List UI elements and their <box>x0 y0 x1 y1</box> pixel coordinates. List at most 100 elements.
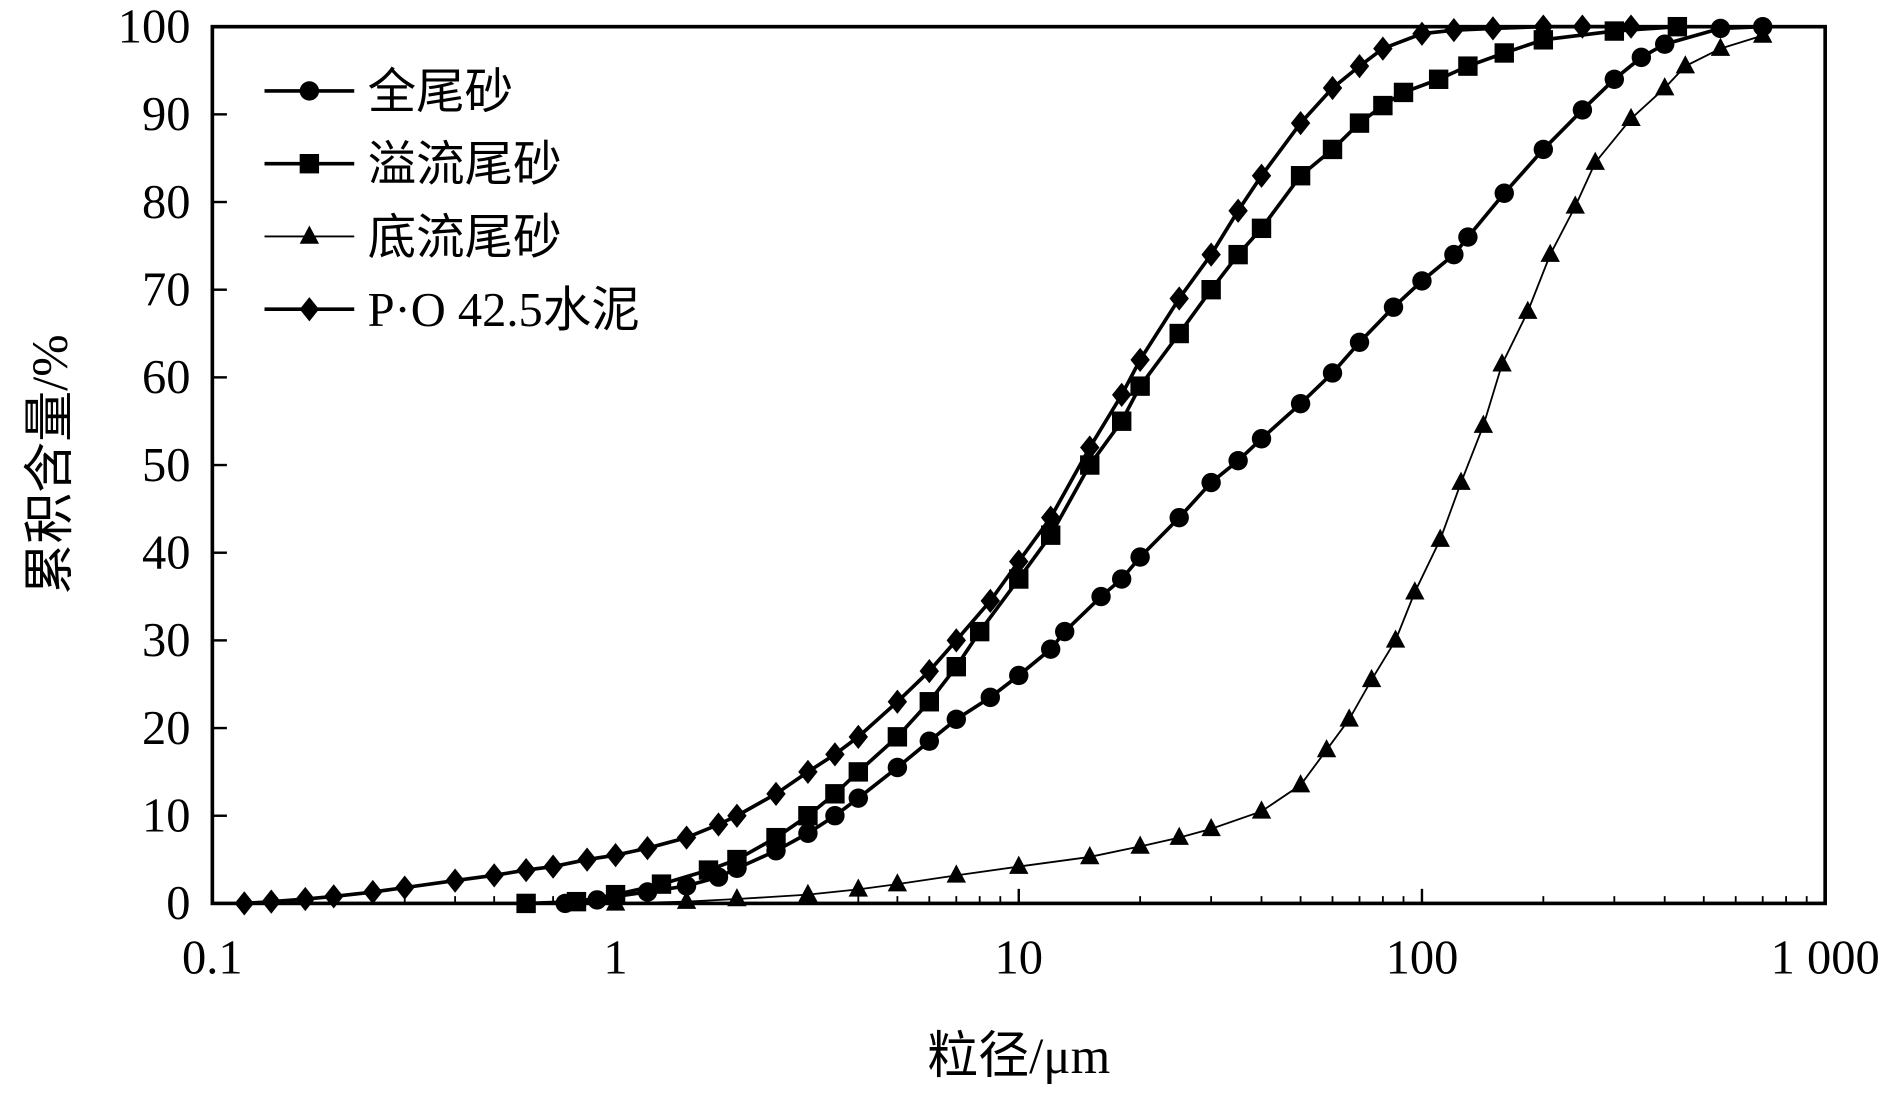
data-point-diamond <box>919 658 940 684</box>
legend-item: 全尾砂 <box>264 65 513 119</box>
data-point-square <box>887 727 908 747</box>
data-point-diamond <box>708 812 729 837</box>
legend-marker-diamond <box>299 297 320 322</box>
data-point-triangle <box>1621 107 1641 127</box>
y-tick-label: 70 <box>142 263 191 316</box>
data-point-diamond <box>1349 54 1370 79</box>
x-tick-label: 0.1 <box>182 932 243 985</box>
data-point-square <box>1251 218 1272 239</box>
data-point-square <box>969 621 990 642</box>
data-point-triangle <box>1518 300 1538 319</box>
y-tick-label: 10 <box>142 789 191 842</box>
data-point-square <box>1373 95 1393 116</box>
data-point-triangle <box>1430 528 1450 547</box>
data-point-circle <box>848 788 869 808</box>
data-point-triangle <box>1080 846 1100 865</box>
y-tick-label: 50 <box>142 439 191 492</box>
data-point-circle <box>1251 429 1272 449</box>
y-axis-label: 累积含量/% <box>23 334 79 594</box>
data-point-circle <box>676 876 697 896</box>
data-point-square <box>516 893 536 914</box>
data-point-square <box>727 849 747 870</box>
data-point-circle <box>1412 271 1432 291</box>
y-tick-label: 90 <box>142 88 191 141</box>
data-point-diamond <box>395 875 415 900</box>
data-point-diamond <box>516 857 536 883</box>
data-point-diamond <box>1040 505 1061 530</box>
data-point-circle <box>1604 69 1625 89</box>
legend-item: 底流尾砂 <box>264 211 562 264</box>
data-point-triangle <box>1710 37 1731 56</box>
data-point-circle <box>587 890 607 910</box>
data-point-square <box>798 806 818 826</box>
data-point-circle <box>1040 639 1061 659</box>
data-point-circle <box>1054 621 1075 642</box>
data-point-diamond <box>1251 163 1272 188</box>
data-point-square <box>1111 411 1132 431</box>
series-line <box>615 34 1763 905</box>
y-tick-label: 0 <box>166 877 190 930</box>
data-point-circle <box>1533 139 1554 160</box>
data-point-circle <box>825 806 845 826</box>
data-point-diamond <box>766 781 786 806</box>
x-axis-label: 粒径/μm <box>927 1029 1110 1085</box>
data-point-circle <box>1169 507 1189 528</box>
data-point-triangle <box>1339 708 1359 727</box>
data-point-circle <box>946 709 967 729</box>
data-point-triangle <box>605 892 626 911</box>
series-triangle <box>605 24 1773 911</box>
data-point-square <box>1080 455 1100 475</box>
data-point-circle <box>1201 472 1221 493</box>
data-point-diamond <box>1009 549 1029 574</box>
data-point-square <box>1428 69 1449 89</box>
data-point-triangle <box>1540 243 1560 262</box>
data-point-square <box>1201 279 1221 300</box>
data-point-circle <box>1631 47 1652 68</box>
data-point-square <box>1228 244 1248 265</box>
data-point-square <box>1290 166 1311 186</box>
data-point-triangle <box>1316 739 1337 758</box>
data-point-triangle <box>798 883 818 902</box>
data-point-triangle <box>1585 151 1605 170</box>
x-tick-label: 100 <box>1386 932 1459 985</box>
data-point-circle <box>1655 34 1675 54</box>
legend-marker-circle <box>299 81 320 101</box>
data-point-circle <box>1572 100 1593 120</box>
series-circle <box>555 16 1773 914</box>
data-point-square <box>1040 525 1061 545</box>
data-point-diamond <box>605 843 626 868</box>
y-tick-label: 60 <box>142 351 191 404</box>
legend-label: 底流尾砂 <box>368 211 562 264</box>
data-point-triangle <box>1655 77 1675 96</box>
data-point-triangle <box>727 888 747 907</box>
data-point-triangle <box>1169 826 1189 845</box>
data-point-diamond <box>324 884 344 909</box>
data-point-triangle <box>1385 629 1406 648</box>
data-point-triangle <box>1009 855 1029 874</box>
series-square <box>516 16 1688 914</box>
data-point-diamond <box>295 886 315 912</box>
data-point-square <box>1604 21 1625 41</box>
data-point-circle <box>1228 450 1248 471</box>
data-point-square <box>698 860 719 880</box>
data-point-diamond <box>676 825 697 850</box>
data-point-triangle <box>1405 581 1425 600</box>
y-tick-label: 100 <box>118 0 191 53</box>
data-point-triangle <box>1565 195 1585 214</box>
legend-item: P·O 42.5水泥 <box>264 284 640 337</box>
data-point-triangle <box>1290 774 1311 793</box>
data-point-diamond <box>484 863 504 888</box>
y-tick-label: 40 <box>142 526 191 579</box>
data-point-square <box>566 891 587 912</box>
data-point-circle <box>980 687 1001 708</box>
data-point-square <box>825 784 845 804</box>
data-point-triangle <box>887 873 908 892</box>
data-point-square <box>1349 113 1370 133</box>
data-point-square <box>848 762 869 782</box>
data-point-diamond <box>1322 75 1343 101</box>
data-point-diamond <box>727 803 747 828</box>
data-point-triangle <box>1361 668 1382 688</box>
data-point-square <box>766 827 786 848</box>
series-line <box>564 24 1763 906</box>
